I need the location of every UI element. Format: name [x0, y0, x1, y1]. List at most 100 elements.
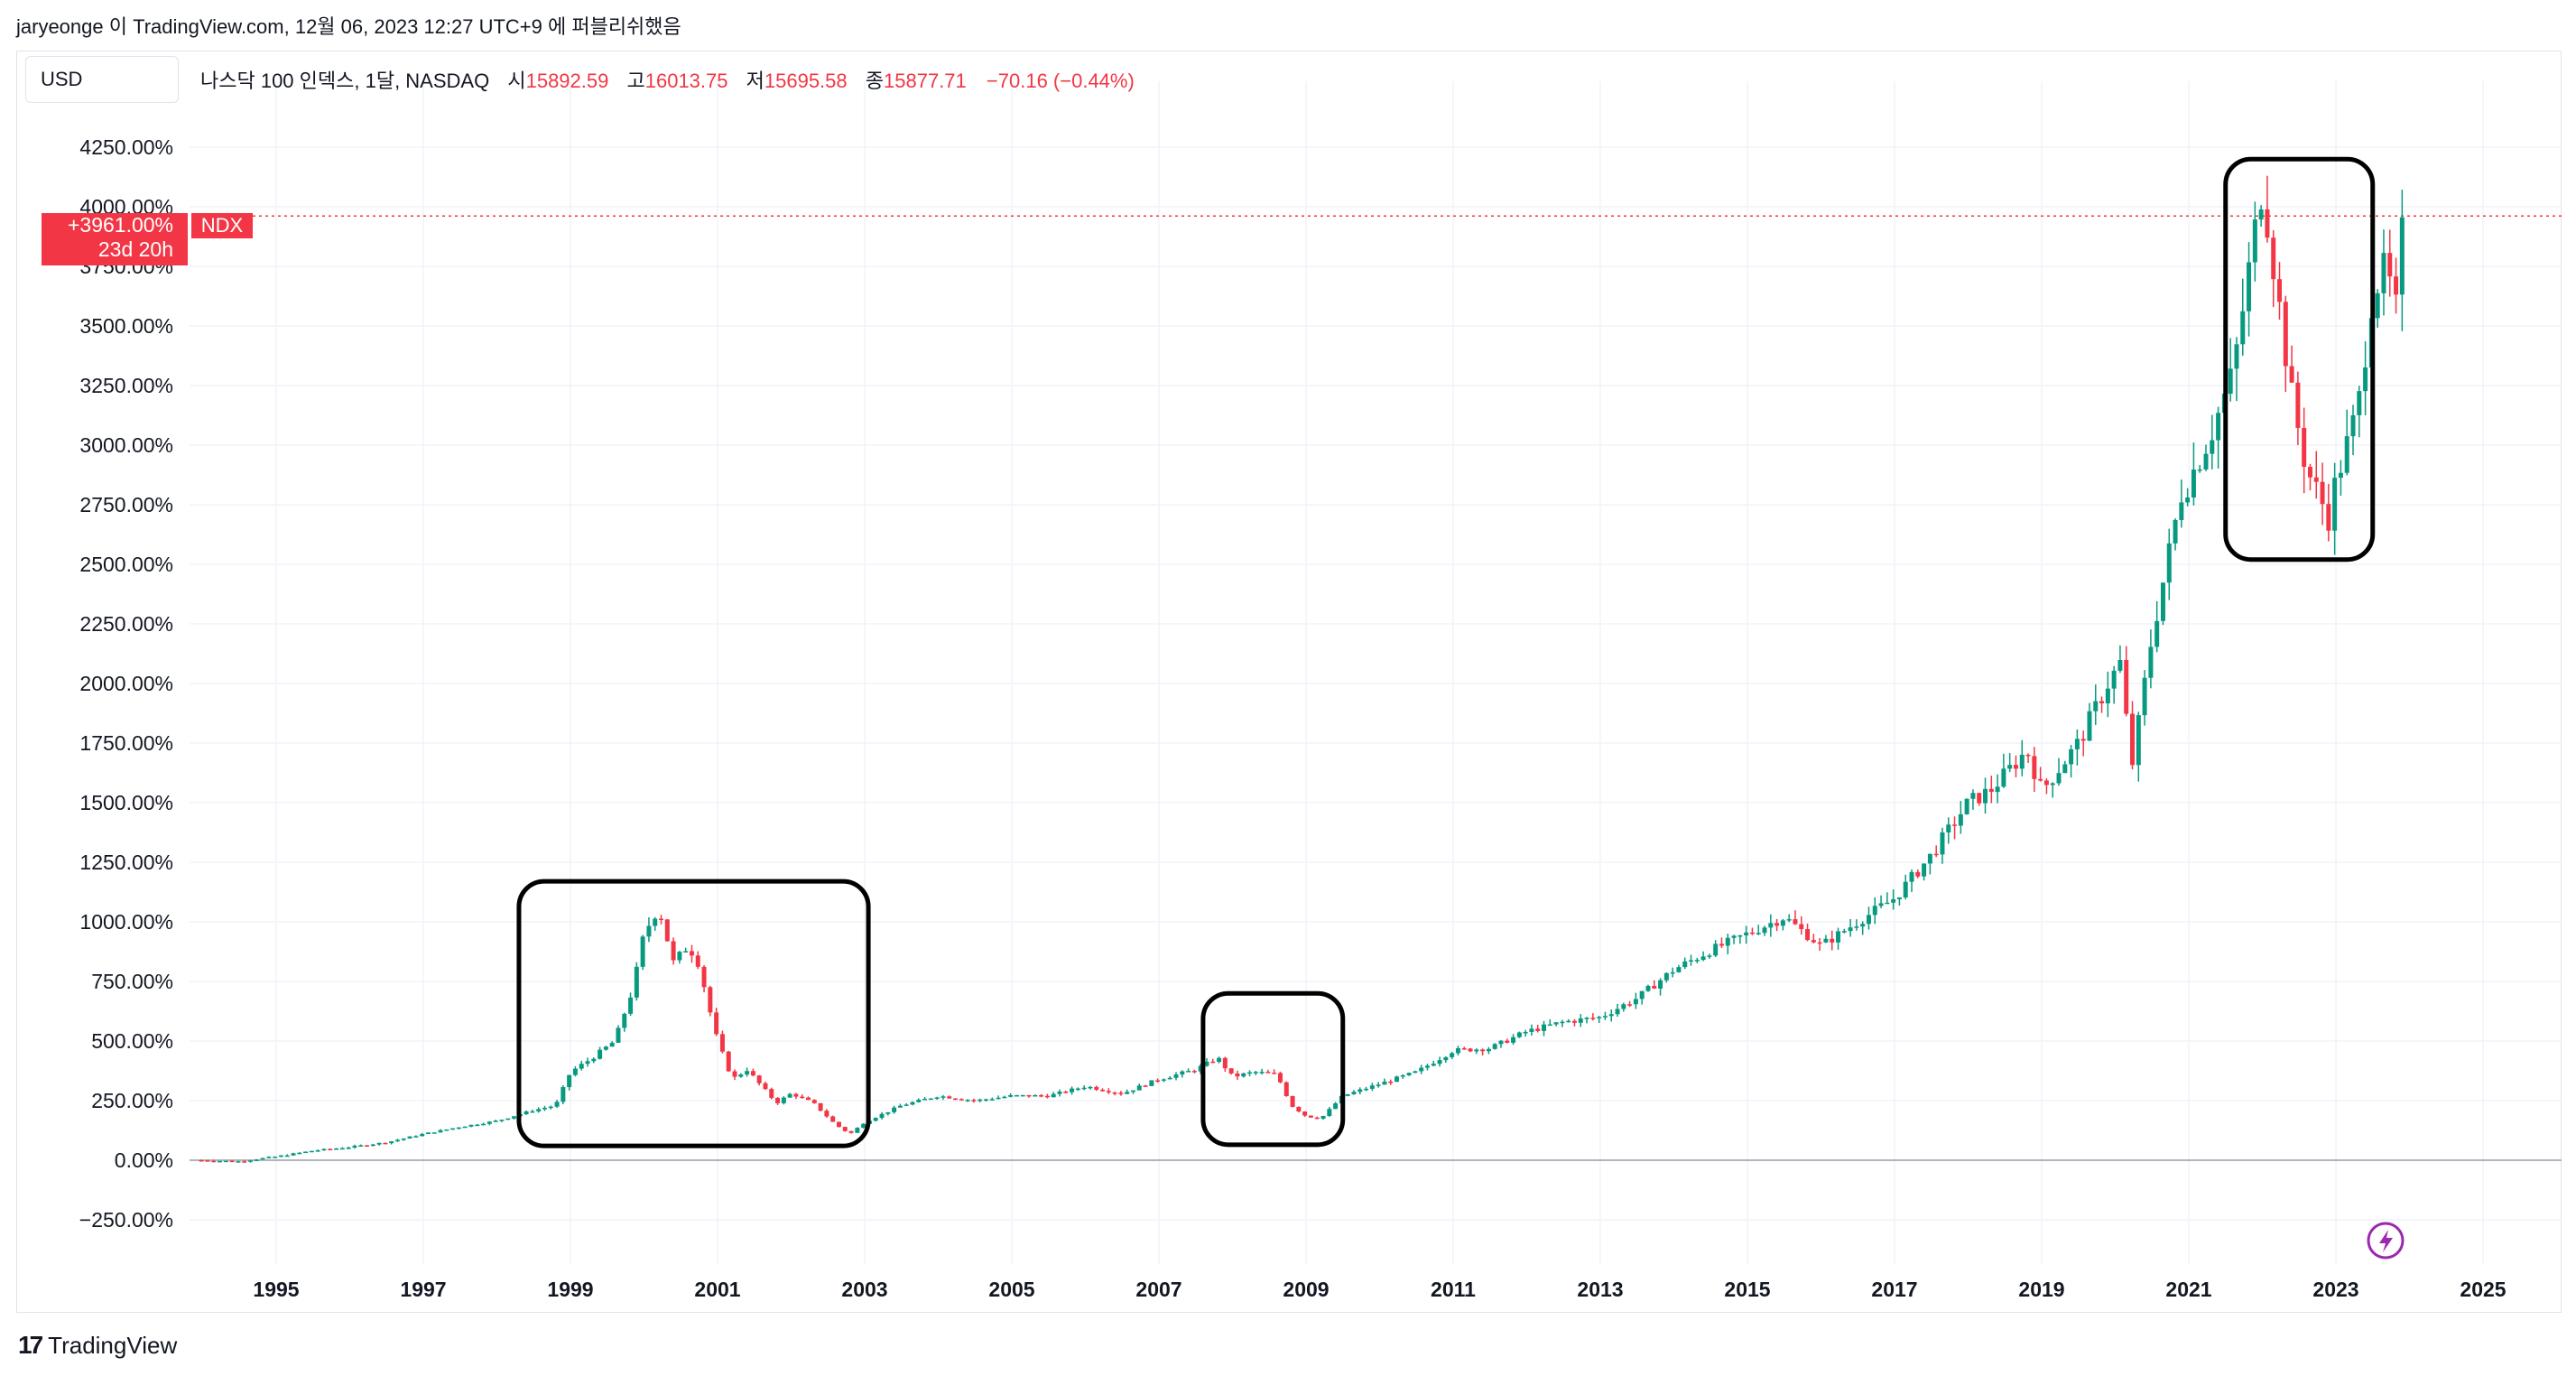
x-tick-label: 2023: [2312, 1278, 2358, 1301]
x-axis-ticks: 1995 1997 1999 2001 2003 2005 2007 2009 2011 2013…: [253, 1278, 2506, 1301]
candle-body: [346, 1147, 351, 1149]
candle-body: [2381, 253, 2386, 293]
price-tag-value: +3961.00%: [68, 213, 173, 237]
candle-body: [653, 918, 658, 926]
candle-body: [953, 1098, 959, 1101]
candle-body: [714, 1012, 719, 1035]
candle-body: [2185, 497, 2191, 503]
candle-body: [2332, 478, 2338, 531]
candle-body: [2013, 765, 2018, 769]
legend-low: 15695.58: [764, 70, 848, 92]
symbol-legend: 나스닥 100 인덱스, 1달, NASDAQ 시15892.59 고16013…: [200, 65, 1135, 94]
candle-body: [2080, 739, 2086, 741]
chart-frame: [16, 51, 2562, 1313]
candle-body: [873, 1118, 878, 1121]
candle-body: [1020, 1094, 1025, 1097]
candle-body: [572, 1068, 578, 1075]
candle-body: [278, 1155, 283, 1158]
candle-body: [1357, 1089, 1363, 1092]
candle-body: [1891, 899, 1896, 903]
annotation-box: [2223, 156, 2376, 562]
candle-body: [365, 1145, 370, 1148]
candle-body: [1725, 937, 1730, 946]
candle-body: [1044, 1095, 1050, 1098]
candle-body: [1259, 1072, 1265, 1074]
candle-body: [2111, 670, 2117, 689]
candle-body: [1155, 1080, 1161, 1082]
candle-body: [420, 1134, 425, 1137]
candle-body: [996, 1097, 1001, 1100]
candle-body: [677, 952, 682, 961]
y-tick-label: 250.00%: [91, 1089, 173, 1112]
candle-body: [1940, 832, 1945, 855]
candle-body: [1468, 1048, 1473, 1052]
candle-body: [1731, 935, 1737, 938]
candle-body: [1070, 1088, 1075, 1092]
candle-body: [1670, 972, 1675, 974]
candle-body: [266, 1157, 272, 1158]
price-tag-countdown: 23d 20h: [98, 237, 173, 261]
candle-body: [1167, 1077, 1172, 1080]
candle-body: [1112, 1092, 1117, 1094]
legend-change: −70.16 (−0.44%): [986, 70, 1135, 92]
candle-body: [1314, 1117, 1320, 1120]
candle-body: [505, 1118, 511, 1120]
x-tick-label: 2005: [988, 1278, 1034, 1301]
annotation-box: [1200, 990, 1346, 1148]
candle-body: [671, 941, 676, 961]
candle-body: [1571, 1020, 1577, 1023]
candle-body: [242, 1161, 247, 1163]
candle-body: [1799, 924, 1804, 930]
candle-body: [579, 1064, 584, 1069]
candle-body: [1265, 1072, 1271, 1074]
candle-body: [1480, 1049, 1486, 1052]
candle-body: [1841, 931, 1847, 933]
legend-high-label: 고: [626, 70, 645, 92]
candle-body: [1431, 1064, 1436, 1066]
candle-body: [1896, 897, 1902, 900]
candle-body: [1756, 933, 1761, 934]
flash-icon[interactable]: [2367, 1222, 2405, 1260]
candle-body: [1002, 1096, 1007, 1099]
candle-body: [1081, 1087, 1087, 1090]
candle-body: [1768, 923, 1774, 928]
candle-body: [512, 1116, 517, 1119]
candle-body: [2142, 677, 2147, 716]
candle-body: [1088, 1086, 1093, 1089]
candle-body: [781, 1097, 786, 1103]
candle-body: [646, 925, 652, 937]
tradingview-logo[interactable]: 17 TradingView: [18, 1331, 177, 1360]
candle-body: [806, 1097, 811, 1101]
candle-body: [1872, 906, 1877, 916]
attribution-text: jaryeonge 이 TradingView.com, 12월 06, 202…: [16, 15, 681, 38]
candle-body: [567, 1074, 572, 1088]
candle-body: [1780, 920, 1785, 926]
legend-high: 16013.75: [644, 70, 728, 92]
candle-body: [1774, 923, 1780, 926]
x-tick-label: 2015: [1724, 1278, 1770, 1301]
candle-body: [2069, 748, 2074, 765]
candle-body: [1455, 1048, 1460, 1054]
candle-body: [1492, 1044, 1497, 1049]
candle-body: [885, 1111, 891, 1114]
x-tick-label: 2025: [2460, 1278, 2506, 1301]
candle-body: [848, 1130, 854, 1133]
candle-body: [1333, 1103, 1339, 1110]
candle-body: [2191, 470, 2196, 498]
candle-body: [2289, 366, 2294, 383]
candle-body: [1308, 1115, 1313, 1118]
candle-body: [1461, 1048, 1467, 1050]
candle-body: [1866, 915, 1871, 925]
candle-body: [1327, 1109, 1332, 1116]
candle-body: [1645, 985, 1651, 991]
currency-selector[interactable]: USD: [25, 56, 179, 103]
candle-body: [481, 1123, 486, 1126]
candle-body: [438, 1130, 443, 1133]
candle-body: [536, 1109, 542, 1111]
candle-body: [1369, 1085, 1375, 1089]
candle-body: [1406, 1073, 1412, 1075]
candle-body: [2130, 713, 2136, 766]
candle-body: [1590, 1018, 1596, 1019]
candle-body: [719, 1034, 725, 1052]
